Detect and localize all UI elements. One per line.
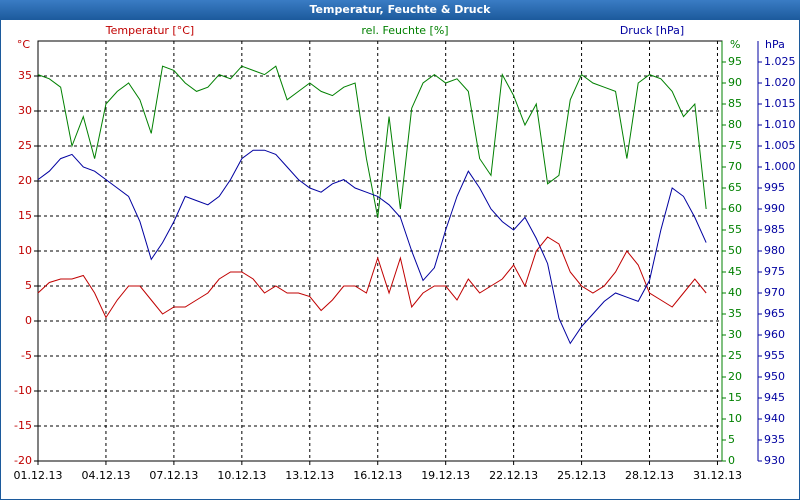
y2-tick-label: 85 <box>728 97 742 110</box>
y-unit: °C <box>17 38 31 51</box>
y2-tick-label: 75 <box>728 139 742 152</box>
y3-tick-label: 945 <box>764 391 785 404</box>
y3-unit: hPa <box>765 38 785 51</box>
y2-tick-label: 40 <box>728 286 742 299</box>
y2-tick-label: 45 <box>728 265 742 278</box>
y3-tick-label: 1.020 <box>764 76 796 89</box>
y-tick-label: 35 <box>18 69 32 82</box>
y3-tick-label: 980 <box>764 244 785 257</box>
y-tick-label: 20 <box>18 174 32 187</box>
y2-tick-label: 20 <box>728 370 742 383</box>
y2-tick-label: 70 <box>728 160 742 173</box>
y2-tick-label: 95 <box>728 55 742 68</box>
y-tick-label: 25 <box>18 139 32 152</box>
y2-tick-label: 90 <box>728 76 742 89</box>
chart-title: Temperatur, Feuchte & Druck <box>310 3 492 16</box>
y2-tick-label: 60 <box>728 202 742 215</box>
y2-tick-label: 50 <box>728 244 742 257</box>
y2-tick-label: 25 <box>728 349 742 362</box>
y3-tick-label: 995 <box>764 181 785 194</box>
y-tick-label: -5 <box>21 349 32 362</box>
y3-tick-label: 1.025 <box>764 55 796 68</box>
x-tick-label: 31.12.13 <box>693 469 742 482</box>
x-tick-label: 01.12.13 <box>14 469 63 482</box>
series-label: Druck [hPa] <box>620 24 684 37</box>
x-tick-label: 04.12.13 <box>81 469 130 482</box>
y-tick-label: -15 <box>14 419 32 432</box>
y-tick-label: -20 <box>14 454 32 467</box>
y2-tick-label: 15 <box>728 391 742 404</box>
x-tick-label: 28.12.13 <box>625 469 674 482</box>
y2-tick-label: 65 <box>728 181 742 194</box>
y3-tick-label: 1.015 <box>764 97 796 110</box>
y-tick-label: 0 <box>25 314 32 327</box>
x-tick-label: 07.12.13 <box>149 469 198 482</box>
y-tick-label: -10 <box>14 384 32 397</box>
y2-tick-label: 30 <box>728 328 742 341</box>
y3-tick-label: 1.000 <box>764 160 796 173</box>
y3-tick-label: 970 <box>764 286 785 299</box>
series-label: rel. Feuchte [%] <box>361 24 448 37</box>
y-tick-label: 5 <box>25 279 32 292</box>
series-line <box>37 65 707 218</box>
y3-tick-label: 960 <box>764 328 785 341</box>
x-tick-label: 16.12.13 <box>353 469 402 482</box>
y3-tick-label: 930 <box>764 454 785 467</box>
x-tick-label: 13.12.13 <box>285 469 334 482</box>
x-tick-label: 10.12.13 <box>217 469 266 482</box>
y3-tick-label: 1.010 <box>764 118 796 131</box>
series-line <box>37 236 707 319</box>
y-tick-label: 15 <box>18 209 32 222</box>
series-label: Temperatur [°C] <box>105 24 194 37</box>
x-tick-label: 19.12.13 <box>421 469 470 482</box>
y2-tick-label: 5 <box>728 433 735 446</box>
y3-tick-label: 935 <box>764 433 785 446</box>
y-tick-label: 10 <box>18 244 32 257</box>
y2-tick-label: 10 <box>728 412 742 425</box>
y2-tick-label: 55 <box>728 223 742 236</box>
y2-tick-label: 35 <box>728 307 742 320</box>
y3-tick-label: 990 <box>764 202 785 215</box>
y3-tick-label: 1.005 <box>764 139 796 152</box>
x-tick-label: 22.12.13 <box>489 469 538 482</box>
y3-tick-label: 965 <box>764 307 785 320</box>
y3-tick-label: 950 <box>764 370 785 383</box>
y2-tick-label: 80 <box>728 118 742 131</box>
y3-tick-label: 955 <box>764 349 785 362</box>
y2-unit: % <box>730 38 740 51</box>
y3-tick-label: 985 <box>764 223 785 236</box>
title-bar <box>0 0 800 20</box>
series-line <box>37 149 707 345</box>
y2-tick-label: 0 <box>728 454 735 467</box>
y3-tick-label: 940 <box>764 412 785 425</box>
y3-tick-label: 975 <box>764 265 785 278</box>
x-tick-label: 25.12.13 <box>557 469 606 482</box>
y-tick-label: 30 <box>18 104 32 117</box>
